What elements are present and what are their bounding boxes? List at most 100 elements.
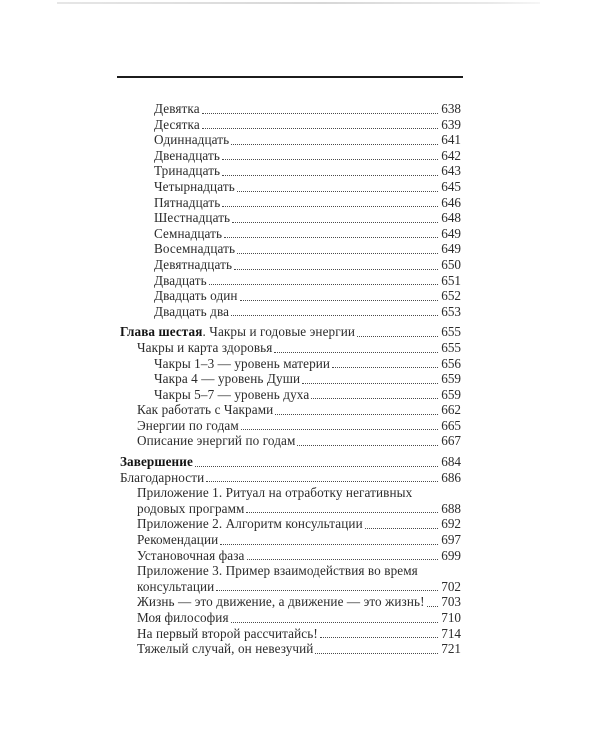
toc-entry-label: Моя философия [137,610,229,625]
toc-entry-page: 659 [441,386,461,402]
toc-entry: Шестнадцать 648 [120,210,461,226]
dot-leader [201,128,439,130]
toc-entry-page: 692 [441,516,461,532]
toc-entry-page: 686 [441,469,461,485]
toc-entry-page: 646 [441,194,461,210]
toc-entry-label: Десятка [154,116,200,132]
dot-leader [302,382,439,384]
toc-entry-page: 650 [441,256,461,272]
dot-leader [230,621,439,623]
toc-entry-label: Девятнадцать [154,256,233,272]
toc-entry: Приложение 1. Ритуал на отработку негати… [120,485,461,516]
toc-entry-page: 645 [441,178,461,194]
dot-leader [332,367,439,369]
toc-entry-label: Приложение 1. Ритуал на отработку негати… [137,485,413,501]
toc-entry-page: 648 [441,210,461,226]
dot-leader [364,528,439,530]
dot-leader [216,590,439,592]
toc-entry-label: Тяжелый случай, он невезучий [137,641,314,657]
toc-line: Девятнадцать 650 [120,257,461,273]
dot-leader [232,221,439,223]
toc-entry: Благодарности 686 [120,470,461,486]
toc-entry-page: 655 [441,339,461,355]
toc-line: На первый второй рассчитайсь! 714 [120,626,461,642]
toc-entry-label: Девятка [154,101,200,116]
toc-line: Одиннадцать 641 [120,132,461,148]
toc-entry: Десятка 639 [120,117,461,133]
toc-entry: Чакры и карта здоровья 655 [120,340,461,356]
toc-line: Девятка 638 [120,101,461,117]
dot-leader [237,252,439,254]
toc-line: Тяжелый случай, он невезучий 721 [120,641,461,657]
toc-entry: Моя философия 710 [120,610,461,626]
toc-entry: Двадцать два 653 [120,304,461,320]
toc-list: Девятка 638 Десятка 639 Одиннадцать 641 Двенад… [120,101,461,657]
toc-line: Энергии по годам 665 [120,418,461,434]
toc-entry: Чакры 1–3 — уровень материи 656 [120,356,461,372]
toc-line: Рекомендации 697 [120,532,461,548]
dot-leader [221,159,439,161]
toc-line: Глава шестая. Чакры и годовые энергии 655 [120,324,461,340]
scan-artifact-line [57,2,540,4]
toc-entry: Двадцать один 652 [120,288,461,304]
dot-leader [240,429,439,431]
toc-entry-label: Описание энергий по годам [137,433,296,449]
toc-entry-label: консультации [137,578,215,594]
dot-leader [319,637,439,639]
toc-entry-label: Рекомендации [137,532,219,548]
toc-entry-page: 688 [441,500,461,516]
toc-entry: Рекомендации 697 [120,532,461,548]
toc-entry-page: 703 [441,594,461,610]
toc-entry: Семнадцать 649 [120,226,461,242]
dot-leader [194,465,439,467]
toc-entry: Пятнадцать 646 [120,195,461,211]
toc-entry-label: Одиннадцать [154,132,230,148]
toc-line: Завершение 684 [120,454,461,470]
toc-entry-page: 656 [441,355,461,371]
toc-line: Установочная фаза 699 [120,548,461,564]
toc-entry-page: 697 [441,532,461,548]
toc-entry: Завершение 684 [120,454,461,470]
toc-entry-label: Чакры и карта здоровья [137,339,273,355]
toc-entry: Тяжелый случай, он невезучий 721 [120,641,461,657]
dot-leader [426,606,439,607]
toc-entry-page: 710 [441,610,461,625]
dot-leader [208,284,439,286]
toc-entry-page: 639 [441,116,461,132]
toc-entry-label: Шестнадцать [154,210,231,226]
toc-entry-label: Пятнадцать [154,194,221,210]
toc-line: Четырнадцать 645 [120,179,461,195]
toc-line: Двадцать два 653 [120,304,461,320]
dot-leader [201,112,439,114]
toc-entry: Четырнадцать 645 [120,179,461,195]
toc-line: Восемнадцать 649 [120,241,461,257]
toc-entry-label: Как работать с Чакрами [137,402,274,418]
dot-leader [239,299,439,301]
toc-line: Двадцать 651 [120,273,461,289]
toc-entry-label: Чакра 4 — уровень Души [154,371,301,387]
dot-leader [275,413,439,415]
toc-entry: Восемнадцать 649 [120,241,461,257]
toc-line: Шестнадцать 648 [120,210,461,226]
toc-entry: На первый второй рассчитайсь! 714 [120,626,461,642]
toc-entry-page: 649 [441,225,461,241]
toc-line: Двадцать один 652 [120,288,461,304]
toc-line: Тринадцать 643 [120,163,461,179]
toc-entry-label: Завершение [120,454,193,470]
dot-leader [231,143,439,145]
toc-entry: Девятнадцать 650 [120,257,461,273]
toc-entry-label: Восемнадцать [154,241,236,257]
toc-entry-label: Глава шестая. Чакры и годовые энергии [120,324,356,340]
toc-entry-label: Установочная фаза [137,547,245,563]
toc-entry-label: Приложение 2. Алгоритм консультации [137,516,363,532]
toc-entry: Установочная фаза 699 [120,548,461,564]
dot-leader [297,445,439,447]
dot-leader [222,206,439,208]
dot-leader [274,351,439,353]
toc-line: Описание энергий по годам 667 [120,433,461,449]
toc-entry-page: 649 [441,241,461,257]
toc-entry: Энергии по годам 665 [120,418,461,434]
toc-entry-label: Тринадцать [154,163,221,179]
toc-entry-label: Чакры 5–7 — уровень духа [154,386,310,402]
